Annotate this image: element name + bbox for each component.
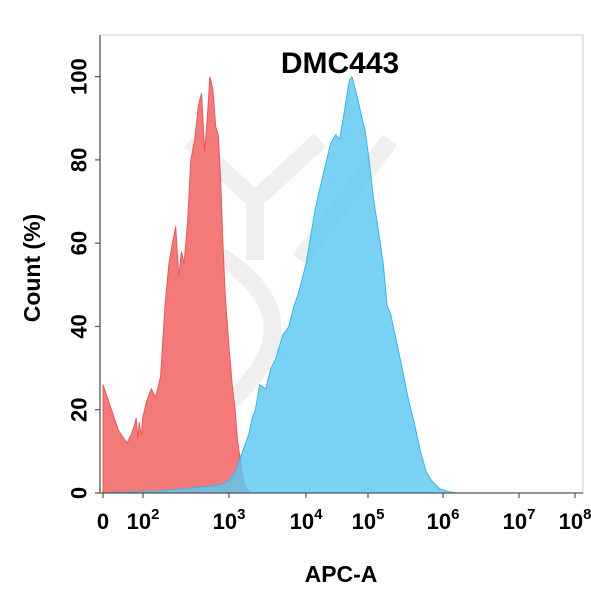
y-tick-label: 100: [67, 58, 92, 95]
x-tick-label: 106: [427, 506, 460, 534]
x-tick-label: 0: [97, 509, 109, 534]
y-tick-label: 40: [67, 314, 92, 338]
y-tick-label: 60: [67, 231, 92, 255]
x-tick-label: 107: [503, 506, 536, 534]
y-tick-group: 0 20 40 60 80 100: [67, 58, 100, 499]
x-tick-label: 103: [213, 506, 246, 534]
x-tick-label: 108: [559, 506, 591, 534]
histogram-series-2: [102, 75, 457, 494]
y-tick-label: 0: [67, 487, 92, 499]
x-tick-group: 0 102 103 104 105 106 107 108: [97, 493, 591, 534]
y-tick-label: 80: [67, 148, 92, 172]
histogram-series-1: [102, 76, 255, 494]
series-layer: [102, 75, 457, 494]
x-axis-title: APC-A: [305, 561, 378, 587]
x-tick-label: 102: [127, 506, 160, 534]
y-axis-title: Count (%): [19, 214, 45, 323]
chart-title: DMC443: [281, 47, 399, 80]
y-tick-label: 20: [67, 397, 92, 421]
x-tick-label: 105: [352, 506, 385, 534]
x-tick-label: 104: [290, 506, 323, 534]
